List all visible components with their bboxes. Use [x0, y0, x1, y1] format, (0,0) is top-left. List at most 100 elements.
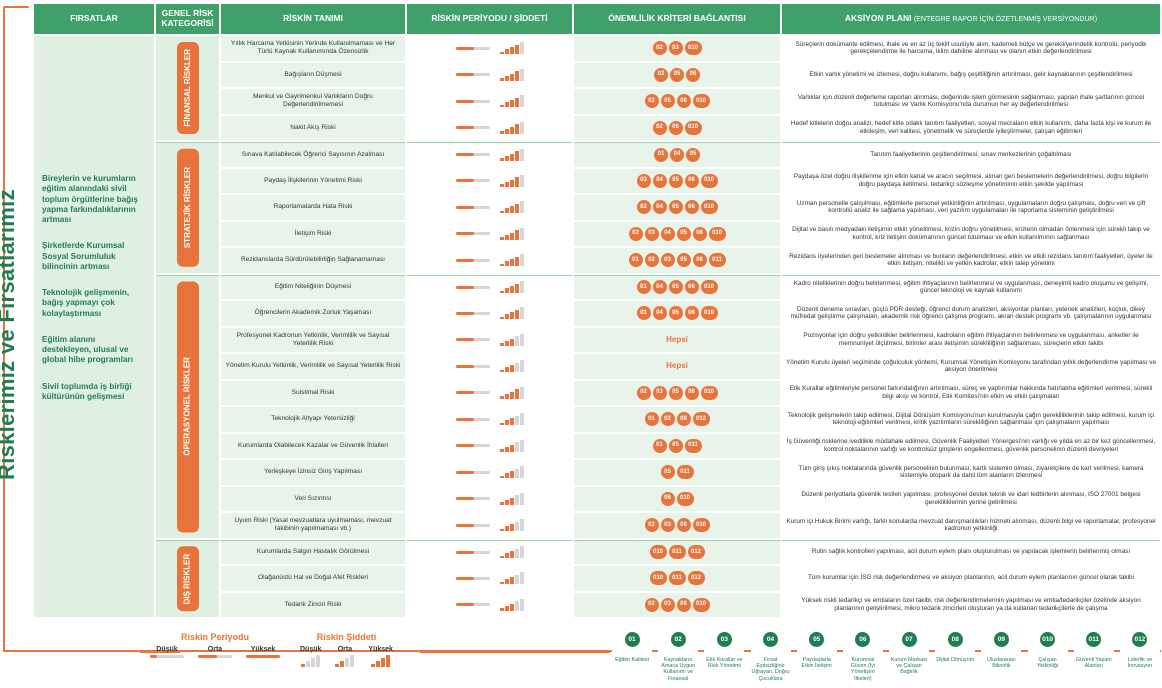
criteria-label: Eğitim Kalitesi	[615, 657, 649, 663]
legend-line-mid	[420, 652, 610, 653]
period-severity	[407, 36, 572, 61]
criteria-number: 04	[763, 632, 779, 647]
severity-bars	[499, 466, 524, 479]
criteria-key-item: 03 Etik Kurallar ve Risk Yönetimi	[704, 632, 745, 682]
risk-name: Kurumlarda Olabilecek Kazalar ve Güvenli…	[221, 433, 405, 458]
table-row: Bağışların Düşmesi 02 05 06 Etkin varlık yön…	[34, 62, 1160, 87]
action-plan: Paydaşa özel doğru ilişkilenme için etki…	[782, 168, 1160, 193]
criteria-key-item: 04 Fırsat Eşitsizliğine Uğrayan, Doğru Ço…	[750, 632, 791, 682]
all-criteria-label: Hepsi	[666, 334, 688, 344]
severity-bars	[499, 174, 524, 187]
risk-name: İletişim Riski	[221, 221, 405, 246]
criteria-badge: 04	[652, 173, 667, 188]
criteria-badge: 04	[652, 200, 667, 215]
risk-name: Nakit Akış Riski	[221, 115, 405, 140]
opportunity-item: Eğitim alanını destekleyen, ulusal ve gl…	[42, 334, 133, 365]
criteria-badge: 010	[700, 306, 718, 321]
period-bar	[455, 99, 490, 103]
criteria-badge: 04	[652, 306, 667, 321]
table-row: Kurumlarda Olabilecek Kazalar ve Güvenli…	[34, 433, 1160, 458]
criteria-number: 010	[1040, 632, 1056, 647]
criteria-key-item: 06 Kurumsal Güven (İyi Yönetişim İlkeleri…	[842, 632, 883, 682]
criteria-badge: 05	[668, 438, 683, 453]
table-row: Raporlamalarda Hata Riski 02 04 05 06 010 Uzma…	[34, 195, 1160, 220]
period-severity	[407, 407, 572, 432]
criteria-key-item: 08 Dijital Dönüşüm	[935, 632, 976, 682]
action-plan: Pozisyonlar için doğru yetkinlikler beli…	[782, 327, 1160, 352]
criteria-badge: 06	[684, 173, 699, 188]
criteria-badges: 02 05 06	[574, 62, 780, 87]
criteria-badge: 02	[636, 200, 651, 215]
criteria-badge: 01	[636, 280, 651, 295]
criteria-number: 03	[716, 632, 732, 647]
criteria-label: Paydaşlarla Etkin İletişim	[801, 657, 832, 670]
action-plan: Düzenli deneme sınavları, güçlü PDR dest…	[782, 301, 1160, 326]
criteria-label: Kaynakların Amaca Uygun Kullanımı ve Fin…	[661, 657, 696, 682]
criteria-badge: 06	[684, 280, 699, 295]
period-severity	[407, 327, 572, 352]
action-plan: İş Güvenliği risklerine ivedilikle müdah…	[782, 433, 1160, 458]
action-plan: Tüm kurumlar için İSG risk değerlendirme…	[782, 566, 1160, 591]
action-plan: Tüm giriş çıkış noktalarında güvenlik pe…	[782, 460, 1160, 485]
severity-bars	[499, 519, 524, 532]
criteria-badge: 05	[668, 200, 683, 215]
period-bar	[455, 550, 490, 554]
table-row: İletişim Riski 02 03 04 05 06 010 Dijital ve ba…	[34, 221, 1160, 246]
legend-severity: Riskin Şiddeti Düşük Orta Yüksek	[300, 632, 393, 667]
risk-name: Profesyonel Kadronun Yetkinlik, Verimlil…	[221, 327, 405, 352]
period-bar	[455, 391, 490, 395]
criteria-badges: 02 03 06 010	[574, 513, 780, 538]
criteria-badge: 06	[684, 385, 699, 400]
criteria-key-item: 01 Eğitim Kalitesi	[612, 632, 652, 682]
severity-bars	[499, 546, 524, 559]
action-plan: Hedef kitlelerin doğru analizi, hedef ki…	[782, 115, 1160, 140]
table-row: Paydaş İlişkilerinin Yönetimi Riski 03 04 0…	[34, 168, 1160, 193]
criteria-badge: 04	[652, 280, 667, 295]
period-bar	[455, 603, 490, 607]
criteria-key-item: 02 Kaynakların Amaca Uygun Kullanımı ve F…	[658, 632, 699, 682]
criteria-badge: 03	[652, 385, 667, 400]
period-bar	[455, 523, 490, 527]
criteria-badge: 02	[652, 120, 667, 135]
criteria-badges: 01 04 05 06 010	[574, 301, 780, 326]
period-bar	[455, 417, 490, 421]
criteria-badge: 03	[660, 253, 675, 268]
bottom-bracket	[3, 650, 1161, 652]
criteria-badge: 010	[700, 200, 718, 215]
criteria-badge: 010	[700, 385, 718, 400]
legend-period: Riskin Periyodu Düşük Orta Yüksek	[150, 632, 280, 658]
criteria-badge: 03	[660, 597, 675, 612]
criteria-badge: 010	[684, 120, 702, 135]
criteria-badge: 02	[644, 253, 659, 268]
severity-bars	[499, 572, 524, 585]
header-kriter: ÖNEMLİLİK KRİTERİ BAĞLANTISI	[574, 4, 780, 34]
criteria-badge: 02	[644, 94, 659, 109]
criteria-badge: 08	[676, 412, 691, 427]
risk-name: Tedarik Zinciri Riski	[221, 592, 405, 617]
severity-bars	[499, 68, 524, 81]
risk-table: FIRSATLAR GENEL RİSK KATEGORİSİ RİSKİN T…	[32, 2, 1162, 619]
action-plan: Yönetim Kurulu üyeleri seçiminde çoğulcu…	[782, 354, 1160, 379]
criteria-badge: 06	[684, 306, 699, 321]
period-severity	[407, 566, 572, 591]
period-bar	[455, 285, 490, 289]
severity-bars	[499, 386, 524, 399]
criteria-badge: 010	[684, 41, 702, 56]
action-plan: Yüksek riskli tedarikçi ve emtiaların öz…	[782, 592, 1160, 617]
criteria-badge: 01	[644, 412, 659, 427]
criteria-number: 05	[809, 632, 825, 647]
period-severity	[407, 433, 572, 458]
severity-bars	[499, 281, 524, 294]
category-pill: OPERASYONEL RİSKLER	[176, 281, 199, 532]
severity-bars	[499, 333, 524, 346]
criteria-badge: 011	[676, 465, 694, 480]
criteria-badges: 010 011 012	[574, 566, 780, 591]
opportunity-item: Sivil toplumda iş birliği kültürünün gel…	[42, 381, 132, 401]
table-row: Rezidanslarda Sürdürülebilirliğin Sağlan…	[34, 248, 1160, 273]
criteria-label: Etik Kurallar ve Risk Yönetimi	[706, 657, 743, 670]
table-row: Olağanüstü Hal ve Doğal Afet Riskleri 010…	[34, 566, 1160, 591]
criteria-badge: 05	[660, 94, 675, 109]
criteria-badge: 02	[644, 518, 659, 533]
opportunity-item: Bireylerin ve kurumların eğitim alanında…	[42, 174, 138, 224]
action-plan: Süreçlerin dokümante edilmesi, ihale ve …	[782, 36, 1160, 61]
